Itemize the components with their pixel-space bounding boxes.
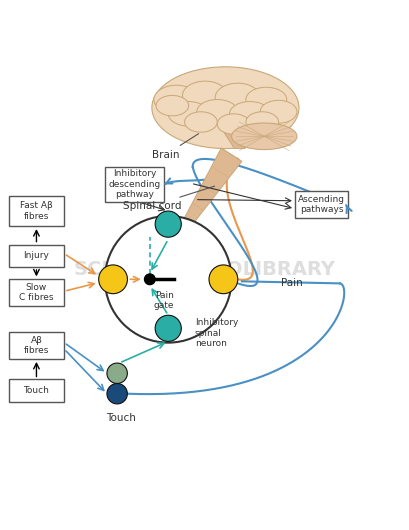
Text: Touch: Touch [23,386,49,395]
Ellipse shape [260,100,296,123]
Ellipse shape [168,102,209,126]
Ellipse shape [153,85,198,114]
FancyBboxPatch shape [9,279,64,306]
Ellipse shape [155,95,188,116]
Text: Spinal cord: Spinal cord [123,186,214,211]
FancyBboxPatch shape [105,167,164,202]
Circle shape [99,265,127,294]
Text: Slow
C fibres: Slow C fibres [19,283,54,302]
Ellipse shape [196,100,237,124]
Ellipse shape [184,112,217,132]
Ellipse shape [245,87,286,112]
Circle shape [155,315,181,341]
Ellipse shape [245,112,278,132]
Text: Injury: Injury [23,251,49,260]
Polygon shape [182,148,241,227]
Circle shape [209,265,237,294]
Ellipse shape [182,81,227,110]
FancyBboxPatch shape [294,191,347,218]
Text: SCIENCEPHOTOLIBRARY: SCIENCEPHOTOLIBRARY [74,260,335,279]
Text: Brain: Brain [151,134,198,160]
Ellipse shape [151,67,298,148]
Text: Pain: Pain [280,278,301,288]
Circle shape [144,274,155,285]
FancyBboxPatch shape [9,332,64,359]
Text: Fast Aβ
fibres: Fast Aβ fibres [20,201,53,220]
Text: Inhibitory
descending
pathway: Inhibitory descending pathway [108,170,160,199]
Ellipse shape [217,114,249,134]
FancyBboxPatch shape [9,244,64,267]
Ellipse shape [229,102,270,126]
Circle shape [105,216,231,342]
Circle shape [107,384,127,404]
Polygon shape [221,128,245,148]
Text: Ascending
pathways: Ascending pathways [297,195,344,215]
Ellipse shape [231,123,296,149]
Text: Aβ
fibres: Aβ fibres [24,336,49,356]
Ellipse shape [215,83,260,112]
Text: Pain
gate: Pain gate [153,291,174,310]
Text: Touch: Touch [106,413,136,423]
FancyBboxPatch shape [9,196,64,226]
Circle shape [107,363,127,384]
FancyBboxPatch shape [9,379,64,402]
Text: Inhibitory
spinal
neuron: Inhibitory spinal neuron [194,318,238,348]
Circle shape [155,211,181,237]
